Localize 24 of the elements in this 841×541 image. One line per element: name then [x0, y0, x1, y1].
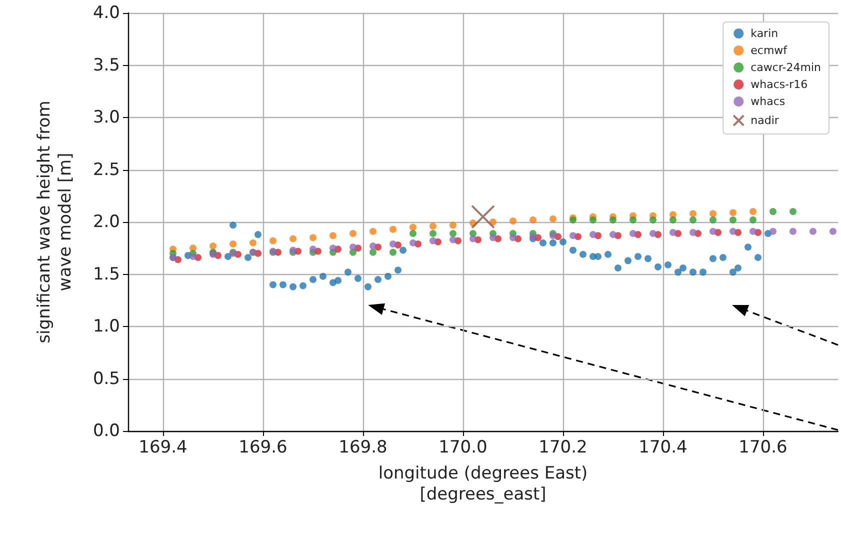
- x-tick-label: 170.0: [438, 438, 488, 458]
- legend-label: cawcr-24min: [750, 61, 822, 74]
- y-tick-label: 2.0: [92, 212, 120, 232]
- x-tick-label: 170.6: [738, 438, 788, 458]
- y-tick-label: 4.0: [92, 3, 120, 23]
- x-tick-label: 169.4: [138, 438, 188, 458]
- x-tick-label: 169.8: [338, 438, 388, 458]
- x-tick-label: 170.2: [538, 438, 588, 458]
- x-tick-label: 169.6: [238, 438, 288, 458]
- y-tick-label: 3.5: [92, 55, 120, 76]
- y-tick-label: 0.0: [92, 421, 120, 441]
- y-tick-label: 0.5: [92, 368, 120, 389]
- legend-label: whacs-r16: [750, 78, 808, 91]
- x-tick-label: 170.4: [638, 438, 688, 458]
- y-tick-label: 1.0: [92, 316, 120, 336]
- y-tick-label: 2.5: [92, 160, 120, 180]
- x-axis-title: longitude (degrees East) [degrees_east]: [378, 464, 588, 504]
- y-tick-label: 3.0: [92, 108, 120, 128]
- legend-label: whacs: [750, 95, 786, 108]
- y-tick-label: 1.5: [92, 264, 120, 284]
- legend-label: karin: [750, 27, 778, 40]
- y-axis-title: significant wave height from wave model [m]: [34, 100, 76, 344]
- legend-label: nadir: [750, 114, 780, 127]
- legend-label: ecmwf: [750, 44, 788, 57]
